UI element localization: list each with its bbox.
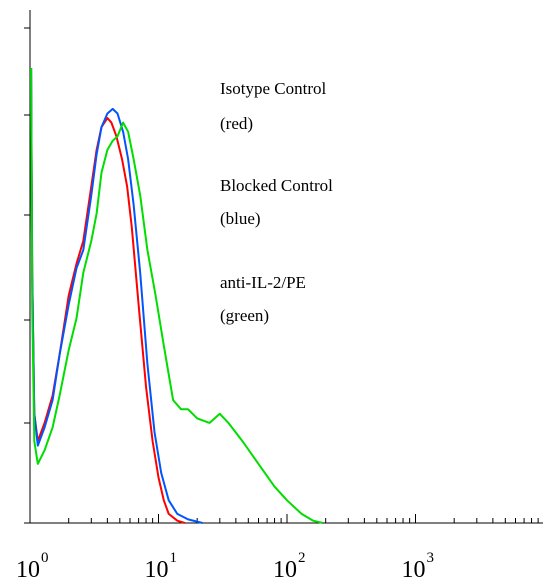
series-line-2	[30, 67, 324, 524]
series-line-1	[30, 67, 203, 524]
x-tick-label-exp-2: 2	[298, 550, 306, 566]
annotation-text-2: Blocked Control	[220, 176, 333, 195]
x-tick-label-base-3: 10	[402, 557, 426, 583]
annotations: Isotype Control (red) Blocked Control (blue…	[220, 79, 333, 325]
series-group	[30, 67, 324, 524]
x-tick-label-base-2: 10	[273, 557, 297, 583]
x-tick-label-base-1: 10	[145, 557, 169, 583]
series-line-0	[30, 67, 185, 524]
x-tick-label-exp-0: 0	[41, 550, 49, 566]
annotation-text-5: (green)	[220, 306, 269, 325]
x-tick-label-base-0: 10	[16, 557, 40, 583]
x-tick-labels: 10 0 10 1 10 2 10 3	[16, 550, 434, 583]
annotation-text-4: anti-IL-2/PE	[220, 273, 306, 292]
annotation-text-3: (blue)	[220, 209, 261, 228]
x-tick-label-exp-1: 1	[170, 550, 178, 566]
x-tick-label-exp-3: 3	[427, 550, 435, 566]
annotation-text-0: Isotype Control	[220, 79, 327, 98]
axes	[24, 10, 543, 524]
annotation-text-1: (red)	[220, 114, 253, 133]
